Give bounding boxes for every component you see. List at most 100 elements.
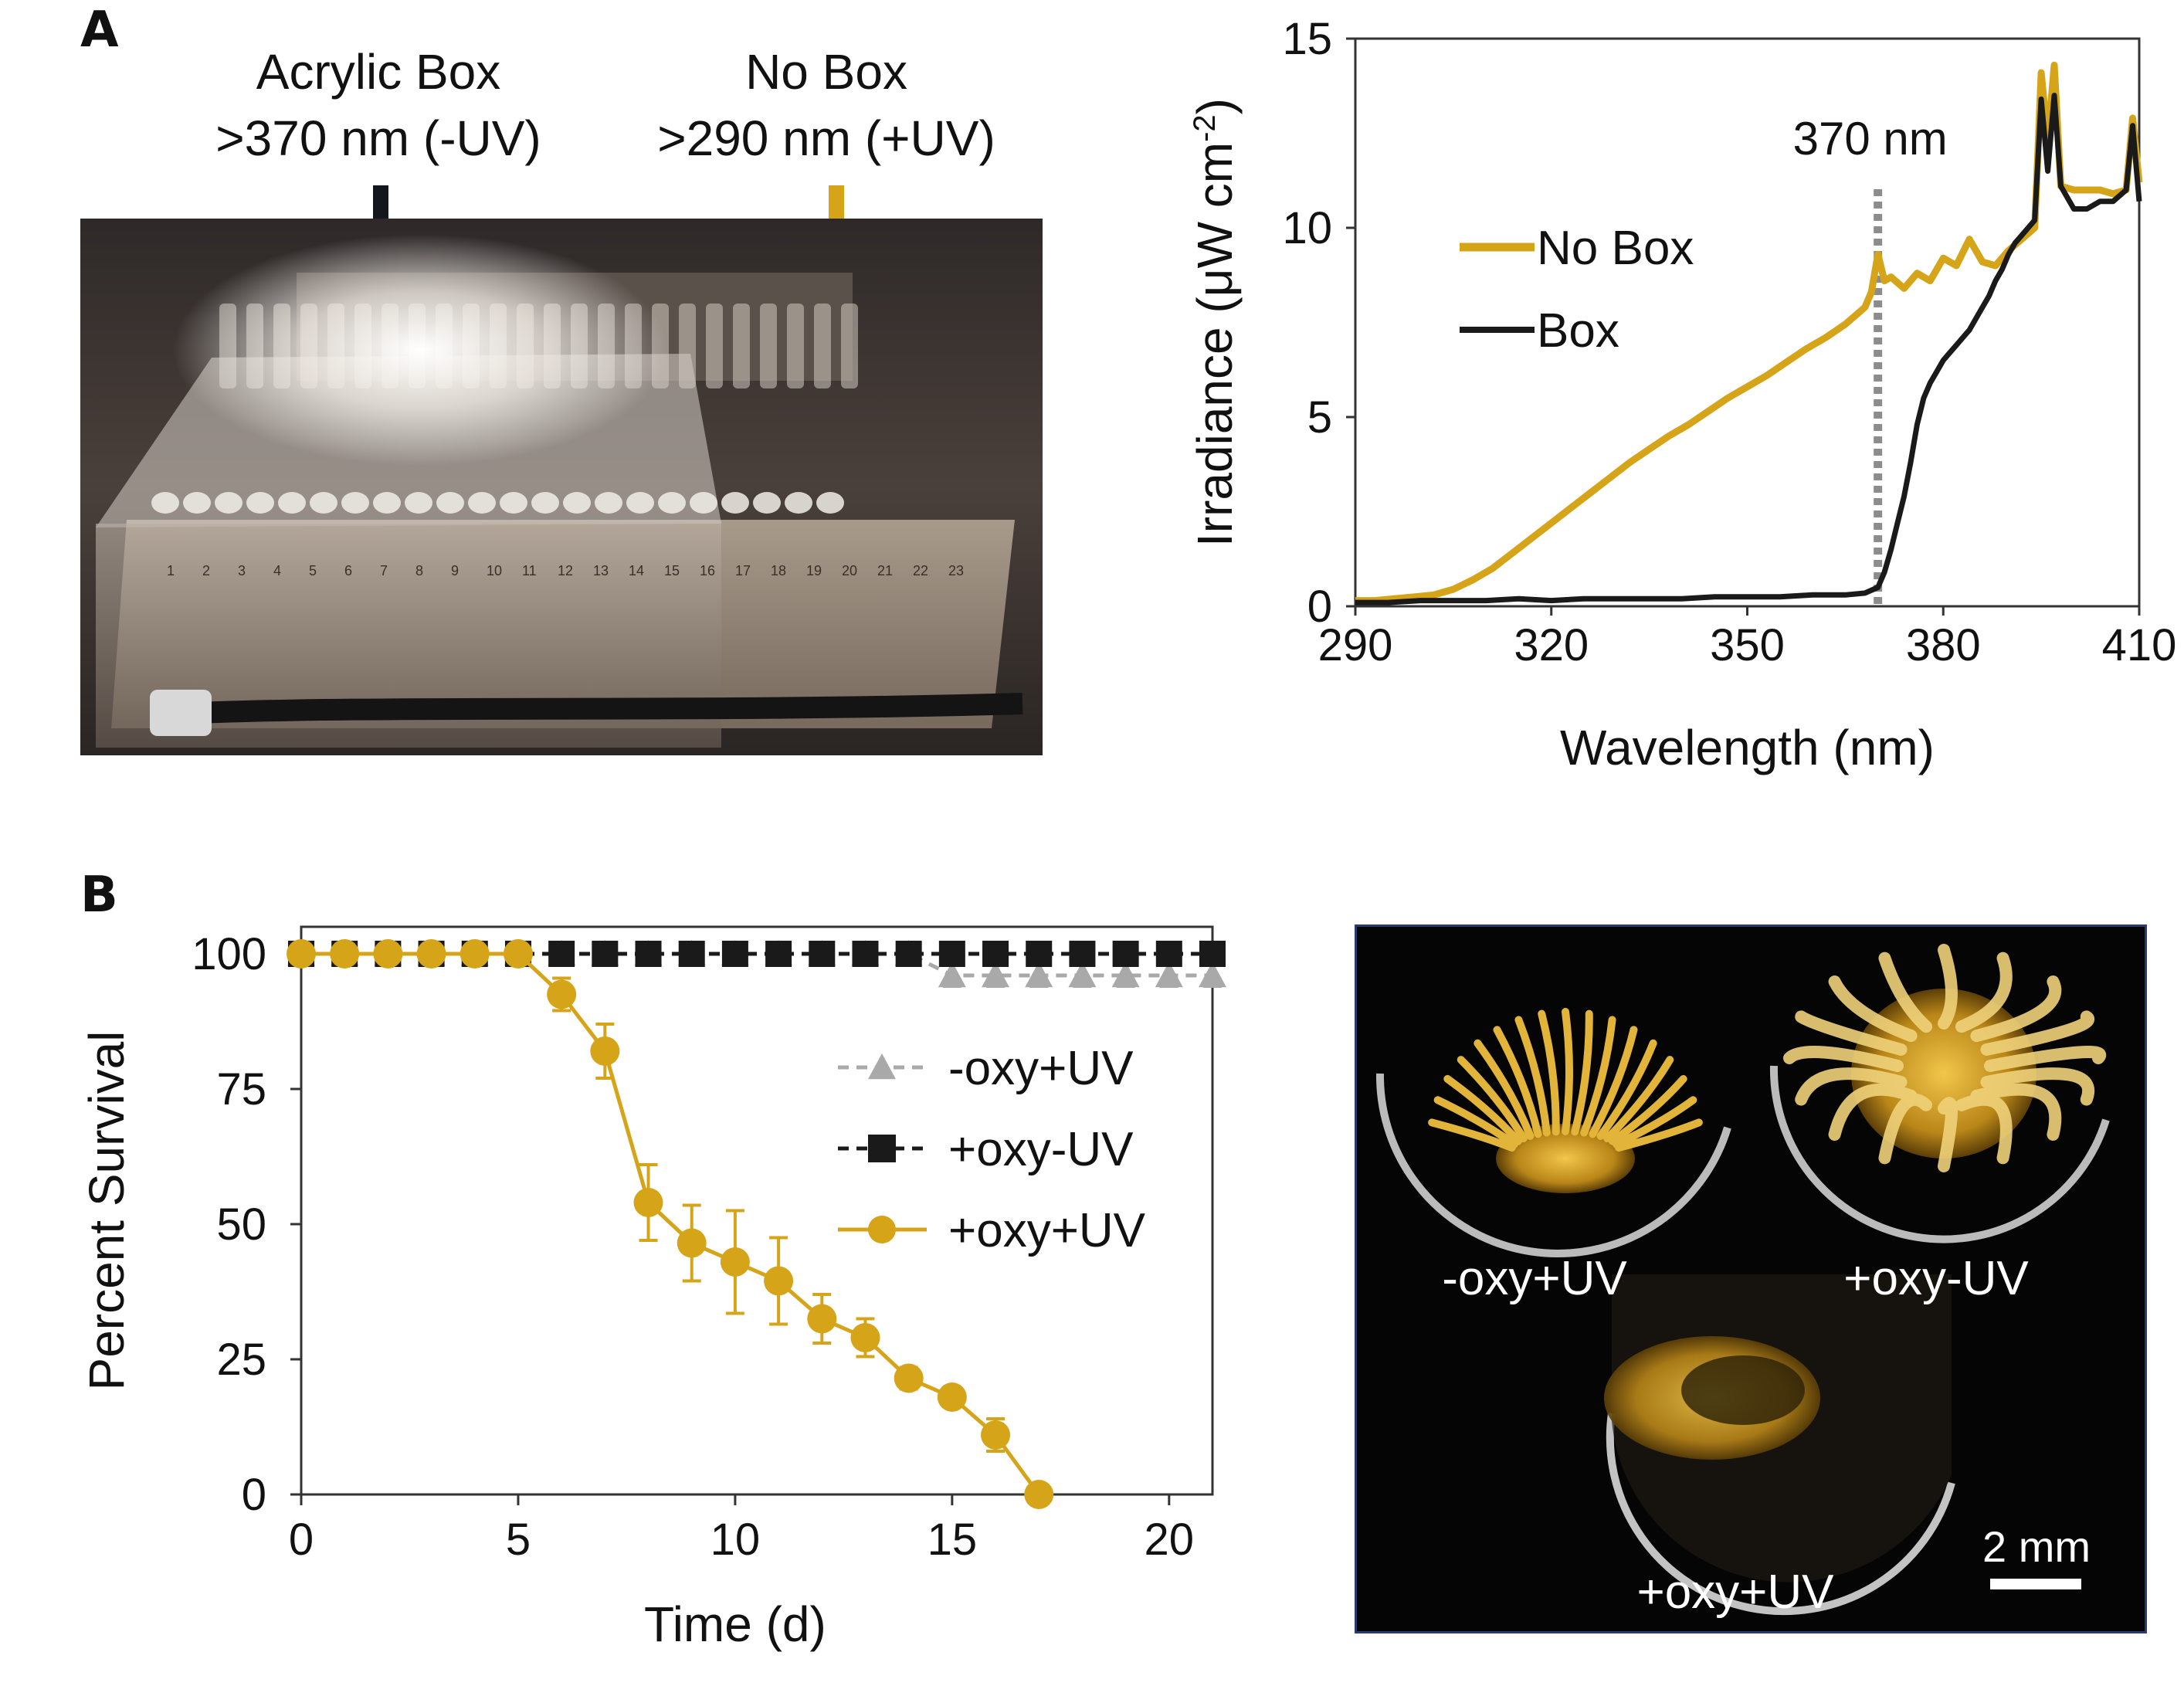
- legend-label: +oxy-UV: [948, 1123, 1134, 1176]
- x-tick-label: 380: [1906, 620, 1981, 670]
- data-point: [809, 941, 836, 967]
- tube-cap: [500, 492, 527, 514]
- tentacle: [1795, 1067, 1908, 1106]
- tube-number: 5: [309, 563, 317, 578]
- tentacle: [1538, 1009, 1560, 1136]
- label-plus-oxy-minus-uv: +oxy-UV: [1843, 1252, 2029, 1305]
- series-line-box: [1355, 93, 2142, 606]
- plot-frame: [1354, 37, 2141, 608]
- micrograph-drawing: [1375, 944, 2110, 1616]
- y-tick-label: 0: [1307, 582, 1332, 632]
- tube-number: 21: [877, 563, 893, 578]
- label-minus-oxy-plus-uv: -oxy+UV: [1442, 1252, 1627, 1305]
- tube: [760, 304, 777, 388]
- tube-number: 18: [771, 563, 786, 578]
- tentacle: [1493, 1026, 1542, 1138]
- anemone-micrograph: -oxy+UV +oxy-UV +oxy+UV 2 mm: [1355, 924, 2147, 1633]
- anemone-3-dark-center: [1681, 1355, 1805, 1425]
- tentacle: [1443, 1074, 1522, 1145]
- y-tick-label: 75: [216, 1064, 266, 1114]
- data-point: [677, 1228, 707, 1258]
- data-point: [373, 939, 403, 969]
- y-tick-label: 50: [216, 1199, 266, 1250]
- tube-cap: [626, 492, 654, 514]
- tube-cap: [468, 492, 496, 514]
- x-tick-label: 320: [1514, 620, 1589, 670]
- tentacle: [1828, 1083, 1918, 1141]
- annotation-label-370nm: 370 nm: [1793, 113, 1948, 165]
- survival-chart: 0 5 10 15 20 0 25 50 75 100 Time (d) Percent Surviv…: [79, 925, 1226, 1652]
- well-1: [1375, 1073, 1731, 1257]
- data-point: [981, 1420, 1011, 1450]
- tube-cap: [531, 492, 559, 514]
- tube-cap: [690, 492, 717, 514]
- tentacle: [1955, 1093, 2013, 1165]
- legend-label: +oxy+UV: [948, 1204, 1146, 1257]
- tentacle: [1613, 1096, 1697, 1148]
- data-point: [938, 941, 965, 967]
- data-point: [548, 941, 575, 967]
- incubator-photo: 1 2 3 4 5 6 7 8 9 10 11 12 13 14 15 16 17 18 19 20 21 22 23: [80, 219, 1043, 755]
- data-point: [764, 1266, 794, 1296]
- tube-cap: [183, 492, 211, 514]
- data-point: [982, 941, 1009, 967]
- y-tick-label: 5: [1307, 392, 1332, 443]
- label-plus-oxy-plus-uv: +oxy+UV: [1636, 1566, 1834, 1619]
- anemone-1-body: [1496, 1124, 1635, 1193]
- data-point: [678, 941, 705, 967]
- panel-letter-b: B: [80, 867, 118, 924]
- tentacle: [1783, 1046, 1904, 1072]
- data-point: [850, 1323, 880, 1352]
- tentacle: [1984, 1046, 2107, 1072]
- data-point: [1068, 962, 1097, 988]
- series-line: [301, 952, 1041, 1496]
- legend-marker: [868, 1135, 896, 1162]
- legend-marker: [868, 1053, 896, 1080]
- data-point: [1155, 941, 1182, 967]
- data-point: [590, 1036, 620, 1066]
- tentacle: [1970, 1083, 2062, 1141]
- x-axis-label: Time (d): [644, 1596, 826, 1652]
- tube: [706, 304, 723, 388]
- y-tick-label: 10: [1282, 203, 1332, 253]
- tube-cap: [341, 492, 369, 514]
- tube-cap: [373, 492, 401, 514]
- tube-number: 11: [522, 563, 537, 578]
- tube: [814, 304, 831, 388]
- tube-numbers: 1 2 3 4 5 6 7 8 9 10 11 12 13 14 15 16 17 18 19 20 21 22 23: [167, 563, 964, 578]
- tube: [787, 304, 804, 388]
- data-point: [720, 1247, 750, 1277]
- tentacle: [1514, 1016, 1551, 1137]
- data-point: [1026, 941, 1053, 967]
- tube-number: 13: [593, 563, 609, 578]
- legend-label: -oxy+UV: [948, 1042, 1134, 1095]
- tentacle: [1589, 1026, 1638, 1138]
- irradiance-chart: 290 320 350 380 410 0 5 10 15 Wavelength (nm) Irra…: [1187, 14, 2176, 775]
- y-tick-label: 0: [242, 1470, 266, 1520]
- tentacle: [1970, 975, 2062, 1043]
- tube-cap: [436, 492, 464, 514]
- legend-label: Box: [1537, 304, 1619, 358]
- light-glare: [173, 234, 667, 466]
- data-point: [1025, 962, 1053, 988]
- tube-number: 23: [948, 563, 964, 578]
- tentacle: [1603, 1056, 1674, 1143]
- acrylic-box-label-line2: >370 nm (-UV): [215, 110, 541, 166]
- data-point: [1199, 941, 1226, 967]
- y-axis-label: Percent Survival: [79, 1031, 134, 1391]
- y-tick-label: 100: [192, 929, 266, 979]
- x-tick-label: 5: [506, 1515, 531, 1565]
- data-point: [592, 941, 619, 967]
- incubator-photo-drawing: 1 2 3 4 5 6 7 8 9 10 11 12 13 14 15 16 17 18 19 20 21 22 23: [80, 219, 1043, 755]
- tentacle: [1428, 1118, 1516, 1152]
- data-point: [894, 1363, 924, 1393]
- tube-number: 12: [558, 563, 573, 578]
- tube-number: 4: [273, 563, 281, 578]
- x-tick-label: 10: [710, 1515, 761, 1565]
- acrylic-box-label-line1: Acrylic Box: [256, 44, 501, 100]
- tube-number: 14: [629, 563, 644, 578]
- tube-cap: [595, 492, 622, 514]
- tube-cap: [658, 492, 686, 514]
- data-point: [416, 939, 446, 969]
- tube-number: 1: [167, 563, 175, 578]
